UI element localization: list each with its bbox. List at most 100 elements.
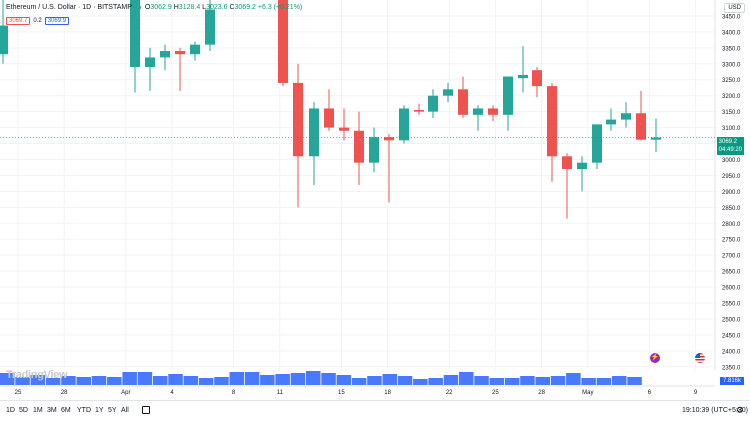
volume-bar xyxy=(443,375,459,385)
timeframe-1m[interactable]: 1M xyxy=(33,407,43,414)
y-tick-label: 3250.0 xyxy=(722,78,741,84)
x-tick-label: 11 xyxy=(277,390,284,396)
timeframe-all[interactable]: All xyxy=(121,407,129,414)
gear-icon[interactable]: ⚙ xyxy=(735,405,744,415)
y-tick-label: 2850.0 xyxy=(722,206,741,212)
lightning-icon[interactable]: ⚡ xyxy=(650,353,660,363)
calendar-icon[interactable] xyxy=(142,406,150,414)
volume-bar xyxy=(489,378,505,385)
candle-body xyxy=(324,108,334,128)
volume-bar xyxy=(76,377,91,385)
candle-body xyxy=(488,108,498,115)
volume-bar xyxy=(566,373,581,385)
volume-bar xyxy=(627,377,642,385)
candle-body xyxy=(130,0,140,67)
buy-button[interactable]: 3069.9 xyxy=(44,17,70,25)
timeframe-5y[interactable]: 5Y xyxy=(108,407,117,414)
volume-bar xyxy=(474,376,489,385)
volume-bar xyxy=(107,377,122,385)
x-tick-label: May xyxy=(582,390,593,396)
spread-value: 0.2 xyxy=(33,18,42,24)
sell-button[interactable]: 3069.7 xyxy=(6,17,31,25)
y-tick-label: 2450.0 xyxy=(722,333,741,339)
currency-selector[interactable]: USD xyxy=(724,3,745,13)
x-tick-label: 9 xyxy=(694,390,698,396)
x-tick-label: 18 xyxy=(384,390,391,396)
volume-bar xyxy=(428,378,443,385)
volume-bar xyxy=(30,375,46,385)
timeframe-1d[interactable]: 1D xyxy=(6,407,15,414)
candle-body xyxy=(473,108,483,115)
candle-body xyxy=(428,95,438,112)
volume-bar xyxy=(413,379,428,385)
y-tick-label: 2950.0 xyxy=(722,174,741,180)
y-tick-label: 2900.0 xyxy=(722,190,741,196)
x-tick-label: Apr xyxy=(121,390,130,396)
volume-bar xyxy=(290,373,306,385)
candle-body xyxy=(384,137,394,141)
y-tick-label: 3100.0 xyxy=(722,126,741,132)
us-flag-icon[interactable] xyxy=(695,353,705,363)
timeframe-ytd[interactable]: YTD xyxy=(77,407,91,414)
x-tick-label: 8 xyxy=(232,390,236,396)
volume-bar xyxy=(612,376,627,385)
candle-body xyxy=(577,162,587,170)
volume-bar xyxy=(382,374,397,385)
y-tick-label: 3200.0 xyxy=(722,94,741,100)
timeframe-6m[interactable]: 6M xyxy=(61,407,71,414)
volume-bar xyxy=(15,377,30,385)
timeframe-3m[interactable]: 3M xyxy=(47,407,57,414)
market-status-icon xyxy=(135,5,141,10)
y-tick-label: 2600.0 xyxy=(722,286,741,292)
y-tick-label: 3450.0 xyxy=(722,14,741,20)
y-tick-label: 2700.0 xyxy=(722,254,741,260)
x-tick-label: 22 xyxy=(446,390,453,396)
timeframe-5d[interactable]: 5D xyxy=(19,407,28,414)
x-tick-label: 25 xyxy=(15,390,22,396)
volume-bar xyxy=(275,374,290,385)
volume-label: 7.816k xyxy=(719,377,744,385)
candle-body xyxy=(160,51,170,58)
x-tick-label: 28 xyxy=(61,390,68,396)
clock-display[interactable]: 19:10:39 (UTC+5:30) xyxy=(682,407,748,414)
candle-body xyxy=(547,86,557,157)
x-tick-label: 28 xyxy=(538,390,545,396)
last-price-label: 3069.2 04:49:20 xyxy=(716,137,744,155)
volume-bar xyxy=(260,375,275,385)
y-tick-label: 2350.0 xyxy=(722,365,741,371)
candle-body xyxy=(621,113,631,120)
volume-bar xyxy=(550,376,566,385)
y-tick-label: 3350.0 xyxy=(722,46,741,52)
bottom-toolbar: 19:10:39 (UTC+5:30) 1D 5D 1M 3M 6M YTD 1Y 5Y All xyxy=(0,400,750,422)
volume-bar xyxy=(244,372,260,385)
volume-bar xyxy=(183,376,199,385)
candle-body xyxy=(339,127,349,131)
candle-body xyxy=(636,113,646,140)
volume-bar xyxy=(198,378,214,385)
volume-bar xyxy=(397,376,413,385)
volume-bar xyxy=(153,376,168,385)
candle-body xyxy=(443,89,453,96)
symbol-title: Ethereum / U.S. Dollar · 1D · BITSTAMP xyxy=(6,4,132,11)
volume-bar xyxy=(137,372,153,385)
x-tick-label: 25 xyxy=(492,390,499,396)
timeframe-1y[interactable]: 1Y xyxy=(95,407,104,414)
candle-body xyxy=(562,156,572,170)
x-tick-label: 6 xyxy=(648,390,652,396)
candle-body xyxy=(175,51,185,55)
price-chart[interactable]: 2350.0 2400.0 2450.0 2500.0 2550.0 2600.0 2650… xyxy=(0,0,750,400)
volume-bar xyxy=(336,375,352,385)
candle-body xyxy=(205,9,215,45)
y-tick-label: 2800.0 xyxy=(722,222,741,228)
volume-bar xyxy=(520,376,535,385)
y-tick-label: 2400.0 xyxy=(722,349,741,355)
candle-body xyxy=(592,124,602,163)
volume-bar xyxy=(0,373,15,385)
tradingview-logo: TradingView xyxy=(6,369,68,381)
volume-bar xyxy=(91,376,107,385)
volume-bar xyxy=(504,378,520,385)
ohlc-values: O3062.9 H3128.4 L3023.6 C3069.2 +6.3 (+0… xyxy=(144,4,303,11)
y-tick-label: 3000.0 xyxy=(722,158,741,164)
candle-body xyxy=(503,76,513,115)
chart-legend: Ethereum / U.S. Dollar · 1D · BITSTAMP O… xyxy=(6,4,302,11)
